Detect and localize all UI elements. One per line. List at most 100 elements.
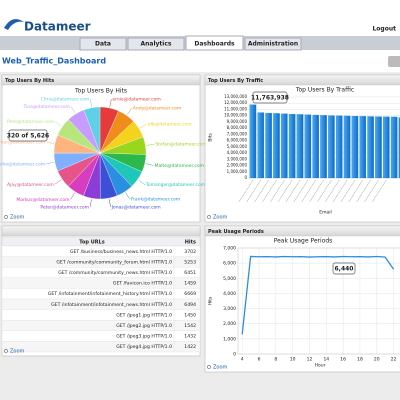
- panel-title: Top Users By Traffic: [208, 78, 263, 84]
- tab-label[interactable]: Data: [95, 41, 111, 48]
- y-tick-label: 8,000,000: [227, 125, 248, 130]
- logout-link[interactable]: Logout: [372, 26, 396, 33]
- slice-label: Marko@datameer.com: [0, 162, 45, 168]
- slice-label: jdb@datameer.com: [147, 122, 192, 128]
- tooltip: 320 of 5,626: [7, 133, 49, 140]
- x-label-stub: [332, 179, 348, 203]
- panel-title: Top Users By Hits: [5, 78, 54, 84]
- leader-line: [146, 143, 155, 146]
- zoom-link[interactable]: Zoom: [10, 349, 25, 355]
- logo: Datameer: [24, 20, 91, 34]
- x-tick-label: 6: [258, 357, 261, 363]
- slice-label: Peter@datameer.com: [40, 205, 89, 211]
- y-tick-label: 4,000: [223, 291, 236, 297]
- leader-line: [125, 192, 131, 200]
- x-label-stub: [364, 179, 379, 203]
- slice-label: Ajay@datameer.com: [7, 182, 54, 188]
- slice-label: Tomanger@datameer.com: [145, 182, 205, 188]
- zoom-icon[interactable]: [4, 215, 8, 219]
- y-tick-label: 12,000,000: [224, 100, 247, 105]
- y-tick-label: 6,000: [223, 261, 236, 267]
- tab-label[interactable]: Dashboards: [194, 41, 235, 48]
- hits-cell: 1422: [184, 344, 196, 350]
- x-tick-label: 22: [391, 357, 397, 363]
- tab-label[interactable]: Administration: [248, 41, 298, 48]
- zoom-icon[interactable]: [207, 215, 211, 219]
- leader-line: [145, 163, 154, 166]
- leader-line: [108, 199, 111, 208]
- logo-icon: [4, 19, 24, 30]
- x-label-stub: [254, 179, 269, 203]
- leader-line: [70, 192, 76, 200]
- line-series: [241, 255, 395, 335]
- slice-label: Malte@datameer.com: [155, 163, 204, 169]
- tab[interactable]: [79, 37, 127, 51]
- leader-line: [46, 141, 54, 144]
- column-header: Hits: [185, 240, 196, 246]
- tab-label[interactable]: Analytics: [141, 41, 172, 48]
- slice-label: ernie@datameer.com: [112, 97, 160, 103]
- table-row: [1, 341, 201, 353]
- y-tick-label: 7,000: [223, 246, 236, 252]
- chart-title: Peak Usage Periods: [274, 238, 333, 245]
- slice-label: Chris@datameer.com: [41, 96, 89, 102]
- panel-header: [204, 74, 400, 86]
- hits-cell: 1459: [184, 281, 196, 287]
- y-tick-label: 10,000,000: [224, 113, 247, 118]
- zoom-link[interactable]: Zoom: [10, 215, 25, 221]
- leader-line: [54, 179, 62, 185]
- x-label-stub: [372, 179, 387, 203]
- x-tick-label: 20: [374, 357, 380, 363]
- menu-button[interactable]: [388, 56, 400, 67]
- y-tick-label: 5,000,000: [227, 144, 248, 149]
- tab[interactable]: [185, 35, 244, 51]
- x-axis-label: Hour: [315, 363, 326, 369]
- x-tick-label: 14: [323, 357, 329, 363]
- x-label-stub: [262, 179, 277, 203]
- bar: [335, 115, 343, 179]
- x-label-stub: [270, 179, 285, 203]
- zoom-link[interactable]: Zoom: [213, 215, 228, 221]
- x-label-stub: [277, 179, 293, 203]
- panel-header: [1, 74, 201, 86]
- leader-line: [46, 162, 55, 165]
- tooltip-box: [252, 91, 288, 104]
- url-cell: GET /jpeg4.jpg HTTP/1.0: [116, 344, 172, 350]
- y-tick-label: 7,000,000: [227, 131, 248, 136]
- x-label-stub: [317, 179, 332, 203]
- bar: [343, 115, 351, 179]
- zoom-icon[interactable]: [207, 365, 211, 369]
- tooltip: 6,440: [335, 266, 354, 273]
- chart-title: Top Users By Traffic: [295, 87, 354, 94]
- bar: [304, 114, 312, 179]
- leader-line: [89, 98, 92, 107]
- leader-line: [109, 99, 112, 108]
- hits-cell: 1432: [184, 334, 196, 340]
- y-axis-label: Bits: [208, 133, 214, 142]
- bar: [390, 116, 398, 179]
- y-tick-label: 2,000: [223, 321, 236, 327]
- leader-line: [70, 106, 76, 114]
- leader-line: [139, 123, 147, 129]
- y-tick-label: 0: [233, 352, 236, 358]
- tooltip-box: [332, 262, 356, 275]
- column-header: Top URLs: [79, 240, 105, 246]
- y-tick-label: 5,000: [223, 276, 236, 282]
- y-tick-label: 6,000,000: [227, 138, 248, 143]
- url-cell: GET /community/community_news.html HTTP/…: [58, 270, 172, 276]
- x-label-stub: [285, 179, 301, 203]
- y-axis-label: Hits: [208, 296, 214, 305]
- bar: [296, 114, 304, 179]
- x-label-stub: [356, 179, 371, 203]
- zoom-icon[interactable]: [4, 349, 8, 353]
- url-cell: GET /favicon.ico HTTP/1.0: [113, 281, 172, 287]
- leader-line: [126, 107, 133, 115]
- y-tick-label: 3,000,000: [227, 156, 248, 161]
- hits-cell: 3702: [184, 249, 196, 255]
- bar: [312, 114, 319, 179]
- zoom-link[interactable]: Zoom: [213, 365, 228, 371]
- tab[interactable]: [244, 37, 302, 51]
- tab[interactable]: [127, 37, 185, 51]
